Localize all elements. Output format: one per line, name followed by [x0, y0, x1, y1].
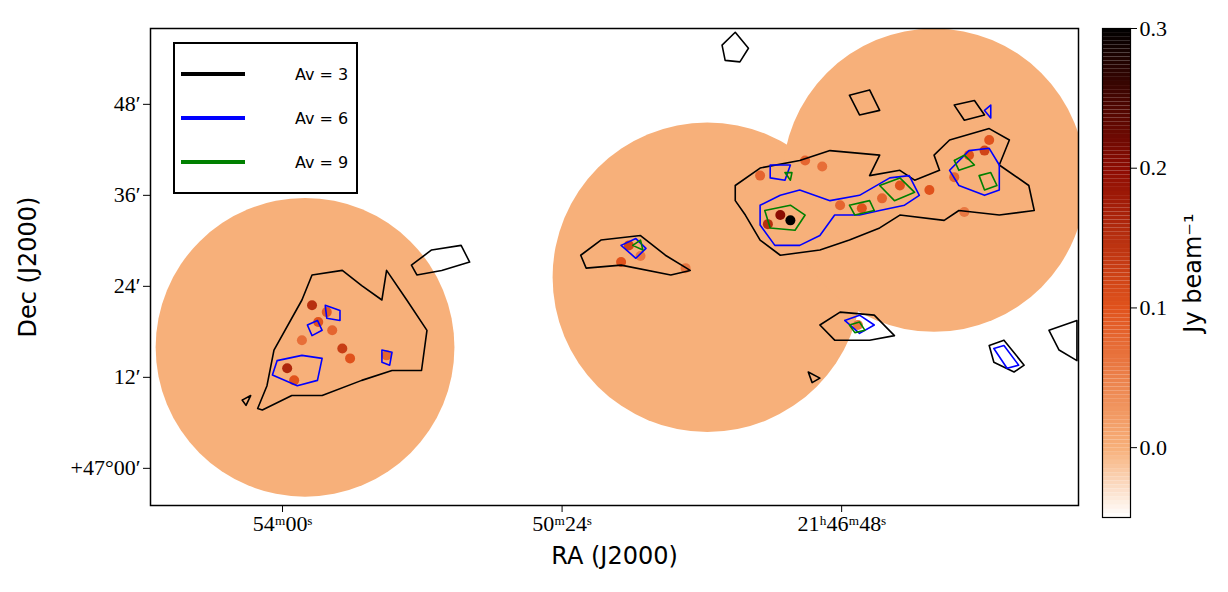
html-text:Av = 6: Av = 6: [295, 108, 349, 128]
svg-text:50ᵐ24ˢ: 50ᵐ24ˢ: [532, 511, 592, 536]
svg-text:21ʰ46ᵐ48ˢ: 21ʰ46ᵐ48ˢ: [797, 511, 886, 536]
svg-text:RA (J2000): RA (J2000): [551, 542, 678, 570]
svg-text:0.2: 0.2: [1140, 155, 1168, 180]
svg-text:24′: 24′: [114, 273, 141, 298]
svg-text:36′: 36′: [114, 182, 141, 207]
svg-text:0.3: 0.3: [1140, 16, 1168, 41]
svg-text:Jy beam⁻¹: Jy beam⁻¹: [1179, 213, 1207, 334]
html-text:Av = 3: Av = 3: [295, 64, 349, 84]
svg-text:48′: 48′: [114, 91, 141, 116]
svg-text:54ᵐ00ˢ: 54ᵐ00ˢ: [253, 511, 313, 536]
svg-text:0.1: 0.1: [1140, 295, 1168, 320]
svg-text:+47°00′: +47°00′: [70, 455, 140, 480]
html-text:Av = 9: Av = 9: [295, 152, 349, 172]
svg-text:12′: 12′: [114, 364, 141, 389]
svg-text:0.0: 0.0: [1140, 435, 1168, 460]
svg-text:Dec (J2000): Dec (J2000): [14, 197, 42, 338]
